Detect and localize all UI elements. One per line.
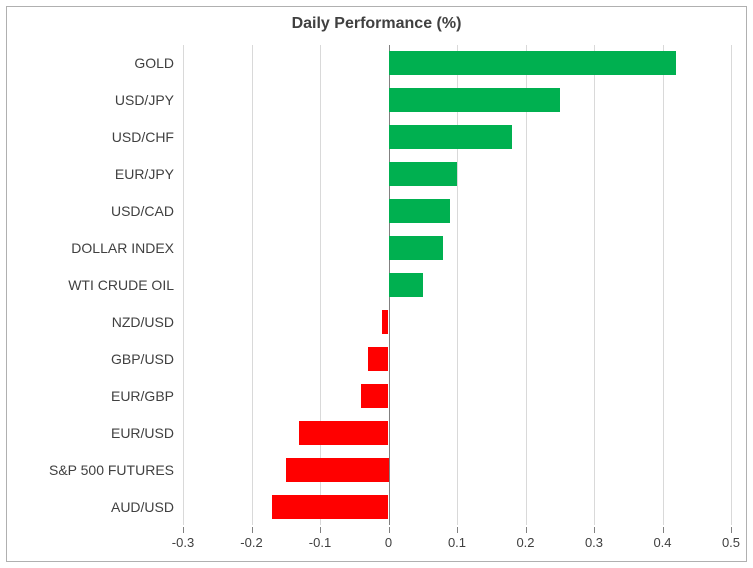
x-axis-label: -0.3	[163, 535, 203, 550]
x-axis-label: 0.1	[437, 535, 477, 550]
y-axis-label: EUR/GBP	[14, 384, 174, 408]
x-axis-label: -0.2	[232, 535, 272, 550]
grid-line	[594, 45, 595, 525]
x-axis-label: 0.3	[574, 535, 614, 550]
plot-area	[183, 45, 731, 525]
y-axis-label: EUR/JPY	[14, 162, 174, 186]
y-axis-label: USD/JPY	[14, 88, 174, 112]
x-axis-label: -0.1	[300, 535, 340, 550]
x-axis-label: 0.4	[643, 535, 683, 550]
y-axis-label: S&P 500 FUTURES	[14, 458, 174, 482]
grid-line	[663, 45, 664, 525]
bar	[382, 310, 389, 334]
y-axis-label: GOLD	[14, 51, 174, 75]
y-axis-label: DOLLAR INDEX	[14, 236, 174, 260]
bar	[286, 458, 389, 482]
x-tick	[252, 527, 253, 533]
x-axis-label: 0.5	[711, 535, 751, 550]
y-axis-label: USD/CAD	[14, 199, 174, 223]
x-tick	[320, 527, 321, 533]
y-axis-label: NZD/USD	[14, 310, 174, 334]
bar	[389, 273, 423, 297]
y-axis-label: GBP/USD	[14, 347, 174, 371]
grid-line	[526, 45, 527, 525]
x-tick	[594, 527, 595, 533]
grid-line	[320, 45, 321, 525]
y-axis-label: USD/CHF	[14, 125, 174, 149]
bar	[389, 88, 560, 112]
x-tick	[389, 527, 390, 533]
grid-line	[252, 45, 253, 525]
grid-line	[731, 45, 732, 525]
y-axis-label: WTI CRUDE OIL	[14, 273, 174, 297]
bar	[272, 495, 388, 519]
bar	[389, 125, 512, 149]
x-tick	[663, 527, 664, 533]
grid-line	[183, 45, 184, 525]
x-tick	[731, 527, 732, 533]
y-axis-label: EUR/USD	[14, 421, 174, 445]
bar	[389, 162, 458, 186]
x-tick	[457, 527, 458, 533]
bar	[389, 199, 451, 223]
bar	[368, 347, 389, 371]
bar	[389, 236, 444, 260]
x-axis-label: 0.2	[506, 535, 546, 550]
bar	[299, 421, 388, 445]
grid-line	[457, 45, 458, 525]
y-axis-label: AUD/USD	[14, 495, 174, 519]
x-axis-label: 0	[369, 535, 409, 550]
chart-container: Daily Performance (%) -0.3 -0.2 -0.1 0 0.1 0.…	[6, 6, 747, 562]
chart-title: Daily Performance (%)	[7, 7, 746, 33]
bar	[361, 384, 388, 408]
x-tick	[183, 527, 184, 533]
bar	[389, 51, 677, 75]
x-tick	[526, 527, 527, 533]
